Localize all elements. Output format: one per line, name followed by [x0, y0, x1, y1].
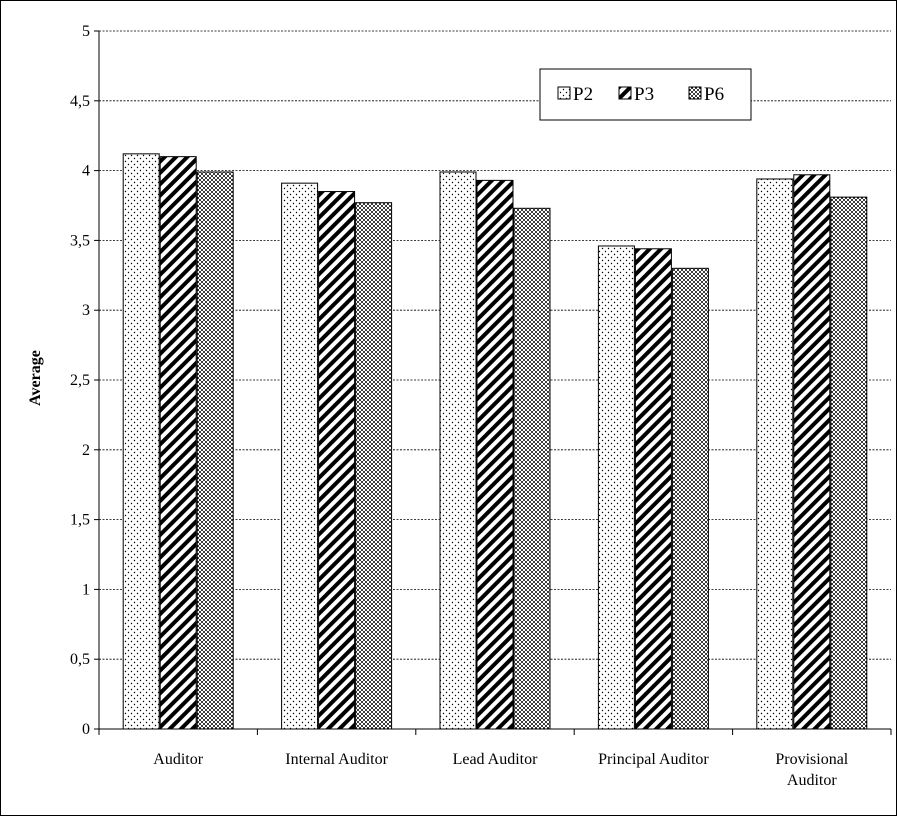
- axis-labels: 0 0,5 1 1,5 2 2,5 3 3,5 4 4,5 5 Auditor Internal Aud…: [70, 23, 849, 789]
- bar-p6: [355, 202, 393, 730]
- bar-p3: [159, 156, 197, 730]
- bar-p6: [513, 207, 551, 730]
- bar-p3: [793, 174, 831, 730]
- bar-p2: [756, 178, 794, 730]
- axes: [94, 30, 892, 735]
- bar-p3: [476, 179, 514, 730]
- bar-p2: [439, 171, 477, 730]
- y-tick-label: 4: [82, 163, 90, 180]
- legend-label-p6: P6: [704, 84, 724, 105]
- y-tick-label: 3: [82, 302, 90, 319]
- y-axis-title: Average: [27, 350, 44, 406]
- bar-p3: [318, 191, 356, 730]
- legend-label-p2: P2: [573, 84, 593, 105]
- x-tick-label: Lead Auditor: [453, 751, 539, 768]
- bar-p2: [122, 153, 160, 730]
- bar-p6: [196, 171, 234, 730]
- y-tick-label: 2,5: [70, 372, 90, 389]
- legend-swatch-p2: [557, 86, 571, 100]
- bar-p6: [830, 196, 868, 730]
- legend-label-p3: P3: [634, 84, 654, 105]
- y-tick-label: 2: [82, 442, 90, 459]
- bar-p2: [281, 182, 319, 730]
- bar-p2: [597, 245, 635, 730]
- x-tick-label: Principal Auditor: [598, 751, 709, 768]
- legend-swatch-p3: [618, 86, 632, 100]
- y-tick-label: 0,5: [70, 651, 90, 668]
- legend: P2 P3 P6: [539, 68, 752, 121]
- x-tick-label: Provisional: [775, 751, 848, 768]
- legend-swatch-p6: [688, 86, 702, 100]
- y-tick-label: 0: [82, 721, 90, 738]
- y-tick-label: 4,5: [70, 93, 90, 110]
- bar-p3: [634, 248, 672, 730]
- x-tick-label: Auditor: [787, 772, 837, 789]
- y-tick-label: 3,5: [70, 232, 90, 249]
- legend-box: [539, 68, 752, 121]
- x-tick-label: Auditor: [153, 751, 203, 768]
- x-tick-label: Internal Auditor: [285, 751, 388, 768]
- y-tick-label: 1: [82, 581, 90, 598]
- bar-p6: [671, 267, 709, 730]
- bars: [122, 153, 868, 730]
- y-tick-label: 5: [82, 23, 90, 40]
- y-tick-label: 1,5: [70, 512, 90, 529]
